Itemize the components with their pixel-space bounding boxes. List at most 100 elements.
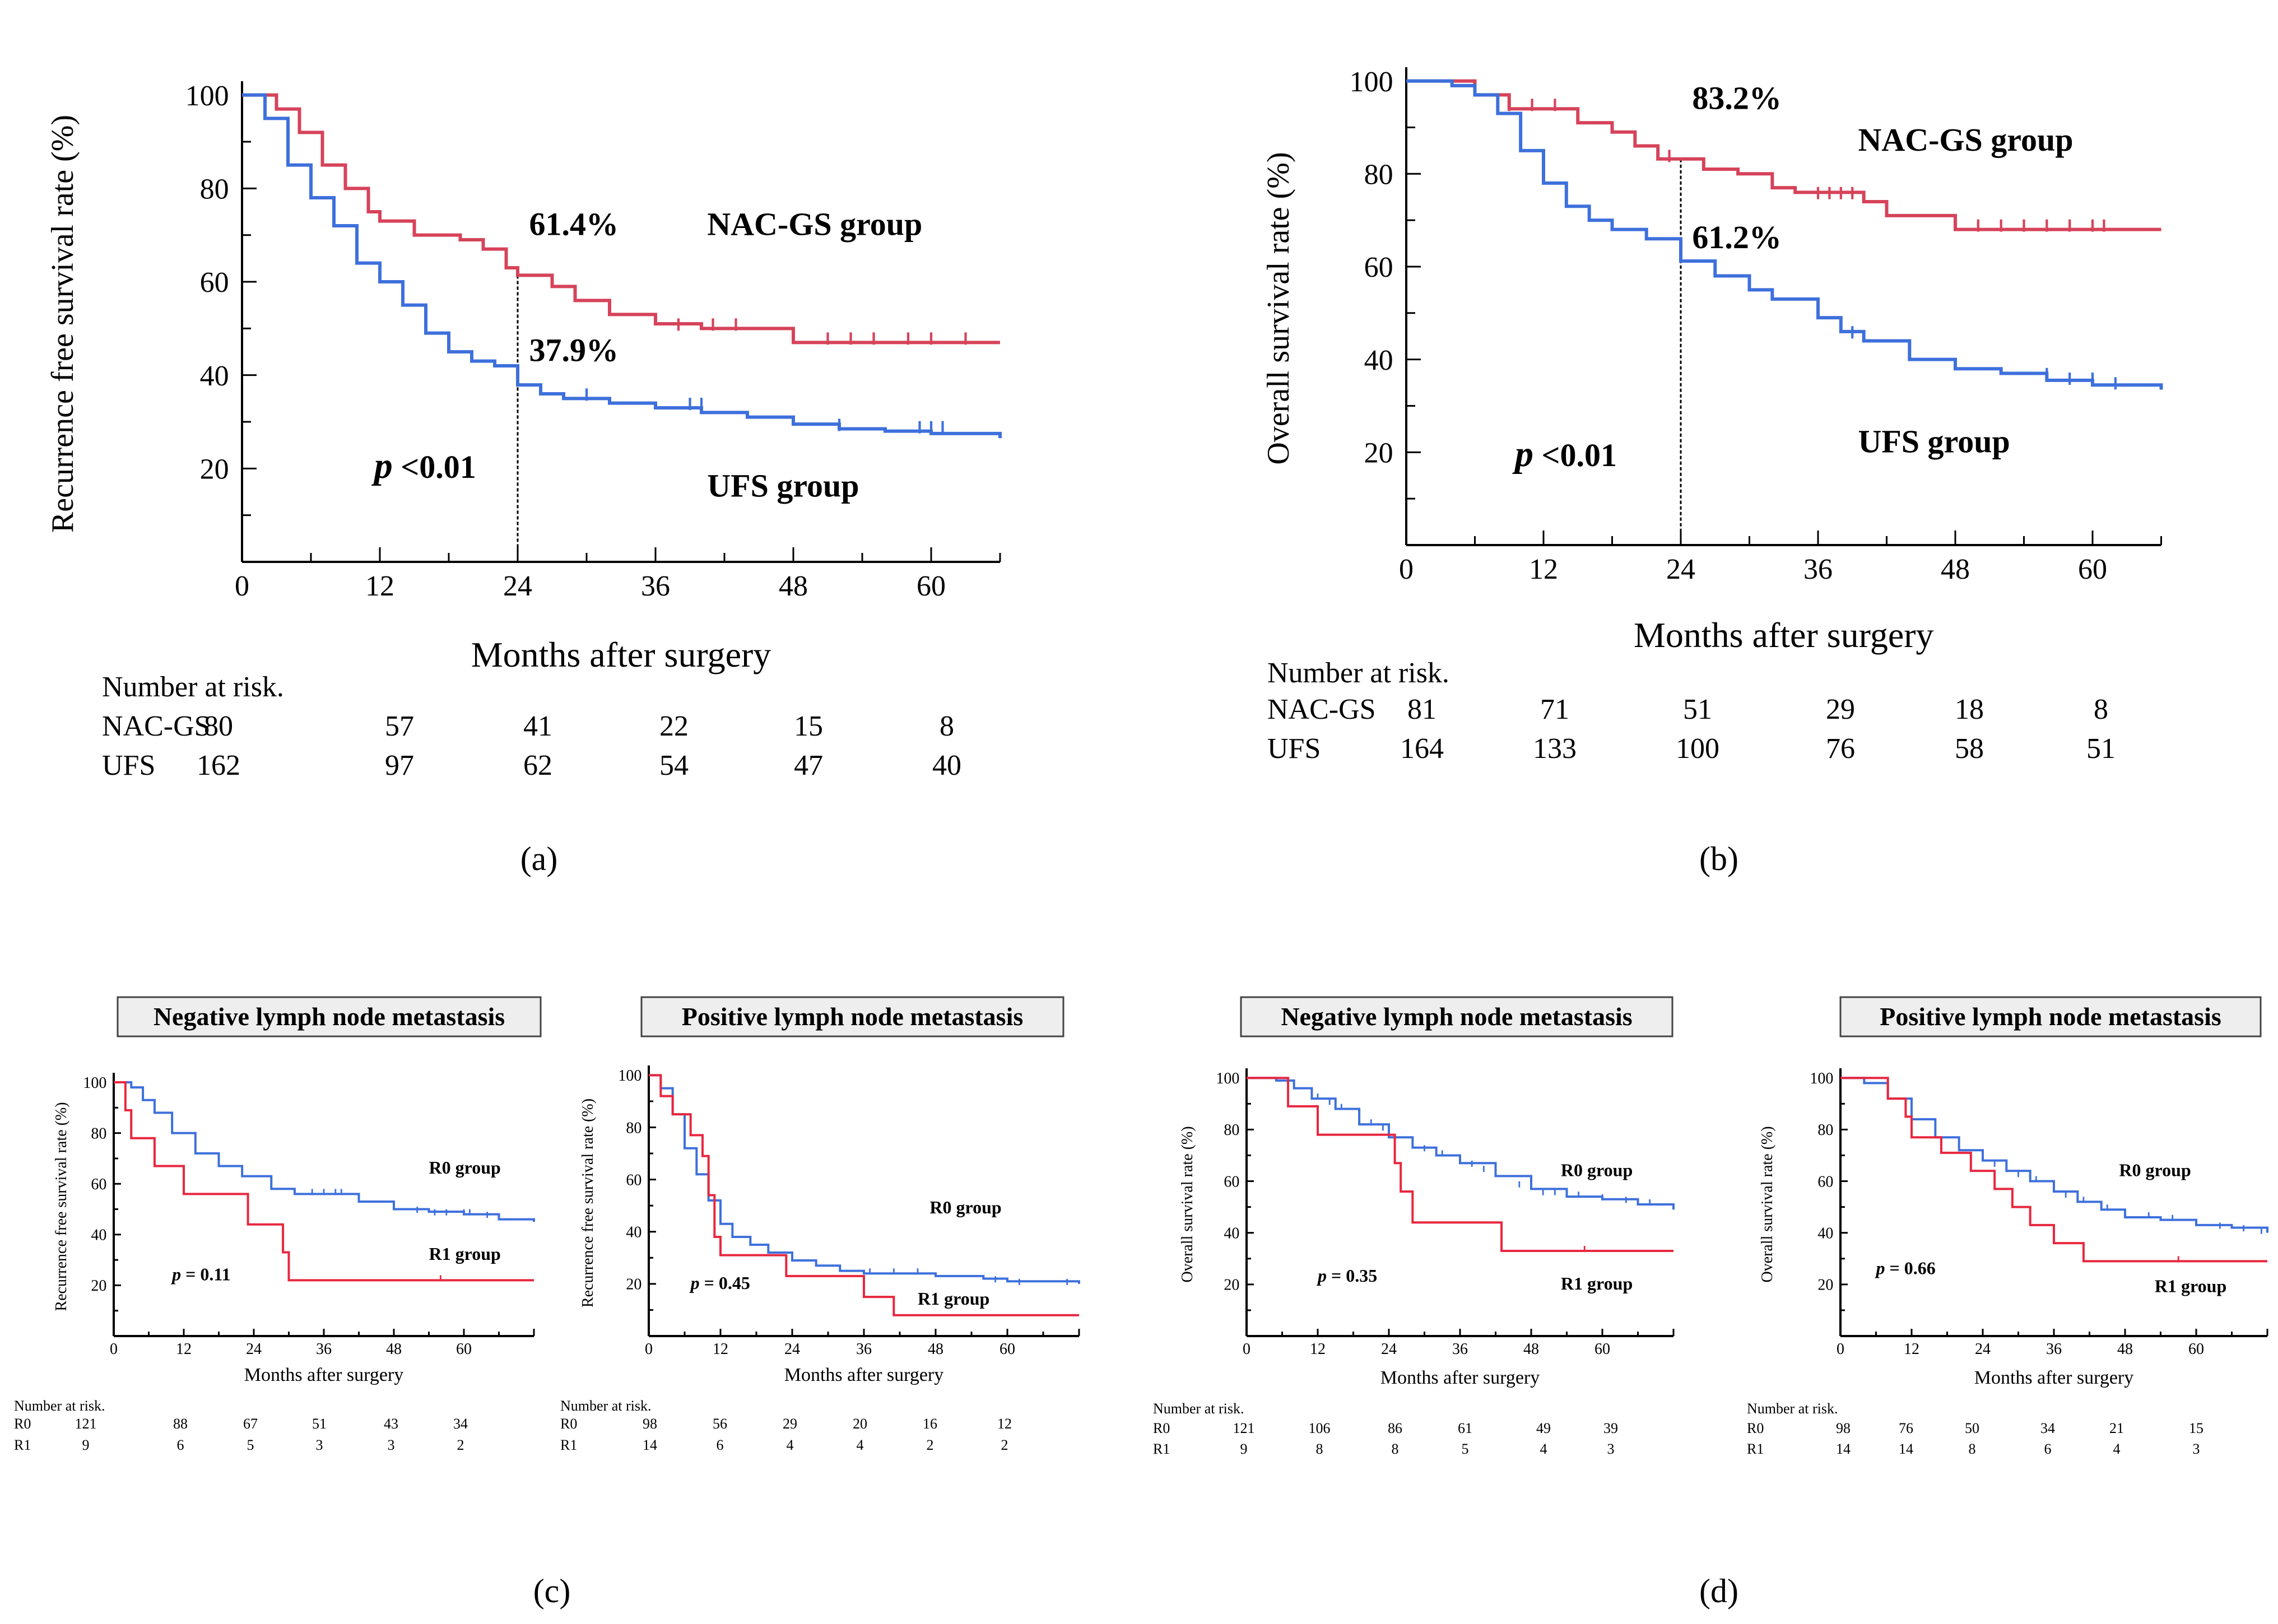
risk-cell: 14 (1899, 1441, 1913, 1457)
x-tick-label: 60 (917, 570, 946, 602)
risk-row-label: R0 (1153, 1420, 1170, 1436)
series-line-r0-group (114, 1081, 535, 1222)
x-tick-label: 0 (1399, 553, 1414, 585)
risk-cell: 81 (1407, 694, 1436, 725)
risk-row-label: R1 (1153, 1441, 1170, 1457)
risk-cell: 6 (2044, 1441, 2052, 1457)
risk-cell: 100 (1676, 733, 1719, 765)
p-value: <0.01 (1533, 437, 1617, 473)
y-tick-label: 60 (626, 1171, 641, 1189)
risk-cell: 3 (388, 1437, 395, 1453)
risk-cell: 4 (857, 1437, 864, 1453)
risk-cell: 5 (247, 1437, 254, 1453)
y-axis-label: Recurrence free survival rate (%) (45, 115, 80, 533)
x-tick-label: 24 (503, 570, 532, 602)
risk-cell: 76 (1826, 733, 1855, 765)
title-box (1240, 996, 1673, 1037)
y-tick-label: 40 (200, 360, 229, 392)
x-tick-label: 12 (1310, 1341, 1326, 1358)
y-tick-label: 40 (1817, 1225, 1833, 1242)
risk-cell: 29 (1826, 694, 1855, 725)
risk-cell: 51 (312, 1416, 327, 1432)
risk-cell: 76 (1899, 1420, 1913, 1436)
annotation-label: R0 group (429, 1157, 501, 1178)
x-axis-label: Months after surgery (1634, 615, 1934, 655)
x-tick-label: 24 (1666, 553, 1695, 585)
y-tick-label: 20 (1817, 1277, 1833, 1294)
risk-cell: 14 (1836, 1441, 1851, 1457)
risk-cell: 12 (997, 1416, 1012, 1432)
risk-row-label: R1 (14, 1437, 31, 1453)
risk-cell: 39 (1603, 1420, 1618, 1436)
x-axis-label: Months after surgery (1974, 1367, 2134, 1388)
annotation-label: R0 group (2119, 1160, 2191, 1180)
risk-cell: 3 (2193, 1441, 2200, 1457)
y-tick-label: 100 (83, 1074, 106, 1092)
annotation-label: NAC-GS group (1858, 122, 2073, 158)
x-tick-label: 24 (1975, 1341, 1991, 1358)
risk-cell: 56 (713, 1416, 727, 1432)
risk-cell: 58 (1955, 733, 1984, 765)
y-tick-label: 60 (1224, 1173, 1239, 1190)
panel-label: (a) (520, 840, 558, 877)
p-value-label: p = 0.35 (1316, 1265, 1377, 1286)
series-line-nac-gs-group (242, 93, 1000, 345)
x-tick-label: 12 (713, 1341, 728, 1358)
risk-cell: 8 (940, 710, 954, 742)
risk-table-title: Number at risk. (560, 1398, 651, 1414)
risk-cell: 80 (204, 710, 233, 742)
risk-cell: 6 (177, 1437, 184, 1453)
title-box (1839, 996, 2262, 1037)
p-value-label: p <0.01 (371, 445, 476, 486)
risk-cell: 4 (2113, 1441, 2121, 1457)
x-tick-label: 36 (2046, 1341, 2062, 1358)
y-tick-label: 20 (1364, 438, 1393, 469)
risk-cell: 5 (1462, 1441, 1469, 1457)
y-tick-label: 80 (200, 174, 229, 206)
risk-cell: 4 (787, 1437, 794, 1453)
y-tick-label: 80 (626, 1119, 641, 1137)
risk-cell: 21 (2109, 1420, 2124, 1436)
series-line-r1-group (1247, 1077, 1673, 1252)
risk-row-label: NAC-GS (102, 710, 211, 742)
x-tick-label: 60 (2188, 1341, 2204, 1358)
risk-cell: 57 (385, 710, 414, 742)
x-tick-label: 48 (2117, 1341, 2133, 1358)
risk-cell: 50 (1965, 1420, 1979, 1436)
annotation-label: NAC-GS group (707, 206, 922, 243)
p-symbol: p (1512, 434, 1533, 474)
x-tick-label: 60 (999, 1341, 1015, 1358)
x-tick-label: 60 (2078, 553, 2107, 585)
risk-cell: 34 (453, 1416, 468, 1432)
y-axis-label: Overall survival rate (%) (1179, 1126, 1196, 1282)
p-symbol: p (689, 1273, 700, 1293)
y-tick-label: 60 (200, 267, 229, 299)
risk-row-label: R0 (14, 1416, 31, 1432)
x-tick-label: 36 (1803, 553, 1833, 585)
x-tick-label: 24 (784, 1341, 800, 1358)
risk-cell: 98 (1836, 1420, 1851, 1436)
risk-table-title: Number at risk. (1747, 1400, 1838, 1417)
title-box (117, 996, 542, 1037)
annotation-label: 61.2% (1692, 219, 1782, 255)
risk-cell: 29 (783, 1416, 797, 1432)
panel-label: (d) (1699, 1572, 1738, 1609)
x-tick-label: 12 (1904, 1341, 1919, 1358)
series-line-r0-group (1247, 1077, 1675, 1210)
x-tick-label: 48 (928, 1341, 943, 1358)
x-axis-label: Months after surgery (1380, 1367, 1540, 1388)
series-line-r1-group (1840, 1077, 2267, 1263)
x-tick-label: 0 (645, 1341, 653, 1358)
chart-b: 0 12 24 36 48 60 20 40 60 80 100 Overall survival r… (1261, 66, 2163, 877)
risk-cell: 2 (457, 1437, 464, 1453)
y-tick-label: 20 (1224, 1277, 1239, 1294)
chart-title: Positive lymph node metastasis (682, 1002, 1024, 1031)
risk-cell: 6 (717, 1437, 724, 1453)
annotation-label: 83.2% (1692, 80, 1782, 116)
series-line-nac-gs-group (1406, 79, 2161, 231)
p-value: = 0.66 (1885, 1258, 1936, 1278)
risk-cell: 98 (643, 1416, 657, 1432)
